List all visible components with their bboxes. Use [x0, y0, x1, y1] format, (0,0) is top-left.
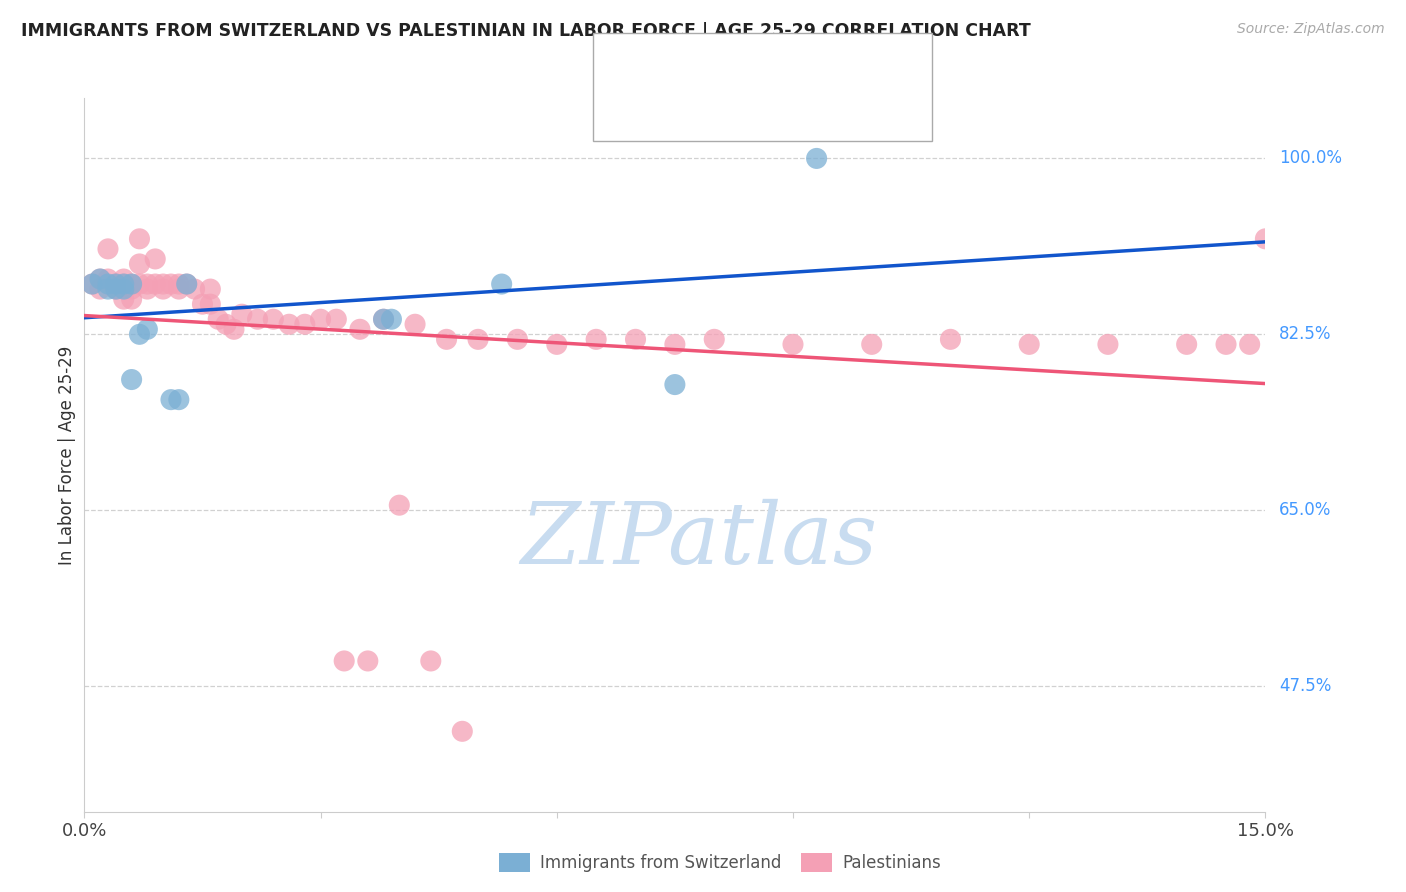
Point	[176, 277, 198, 291]
Point	[939, 332, 962, 346]
Point	[97, 242, 120, 256]
Point	[128, 327, 150, 342]
Point	[136, 277, 159, 291]
Point	[1254, 232, 1277, 246]
Text: R = -0.195   N = 65: R = -0.195 N = 65	[650, 104, 873, 124]
Point	[128, 232, 150, 246]
Point	[357, 654, 380, 668]
Point	[121, 292, 143, 306]
Point	[167, 282, 190, 296]
Point	[585, 332, 607, 346]
Point	[703, 332, 725, 346]
Text: 100.0%: 100.0%	[1279, 150, 1343, 168]
Text: ZIPatlas: ZIPatlas	[520, 500, 877, 582]
Point	[104, 277, 127, 291]
Point	[1239, 337, 1261, 351]
Point	[136, 322, 159, 336]
Point	[782, 337, 804, 351]
Point	[806, 152, 828, 166]
Text: Palestinians: Palestinians	[842, 854, 941, 871]
Point	[89, 282, 111, 296]
Point	[222, 322, 245, 336]
Y-axis label: In Labor Force | Age 25-29: In Labor Force | Age 25-29	[58, 345, 76, 565]
Point	[97, 282, 120, 296]
Point	[1215, 337, 1237, 351]
Point	[191, 297, 214, 311]
Point	[664, 337, 686, 351]
Point	[104, 282, 127, 296]
Point	[143, 277, 166, 291]
Point	[176, 277, 198, 291]
Point	[419, 654, 441, 668]
Point	[89, 272, 111, 286]
Point	[388, 498, 411, 512]
Point	[89, 272, 111, 286]
Point	[294, 318, 316, 332]
Point	[404, 318, 426, 332]
Point	[143, 252, 166, 266]
Point	[436, 332, 458, 346]
Point	[104, 282, 127, 296]
Point	[152, 277, 174, 291]
Point	[246, 312, 269, 326]
Text: 47.5%: 47.5%	[1279, 677, 1331, 695]
Point	[467, 332, 489, 346]
Point	[349, 322, 371, 336]
Point	[160, 392, 183, 407]
Text: R =  0.301   N = 20: R = 0.301 N = 20	[650, 62, 873, 81]
Point	[546, 337, 568, 351]
Text: Source: ZipAtlas.com: Source: ZipAtlas.com	[1237, 22, 1385, 37]
Point	[200, 297, 222, 311]
Point	[112, 277, 135, 291]
Point	[112, 282, 135, 296]
Point	[112, 277, 135, 291]
Point	[380, 312, 402, 326]
Point	[373, 312, 395, 326]
Point	[82, 277, 104, 291]
Point	[333, 654, 356, 668]
Point	[104, 277, 127, 291]
Point	[1097, 337, 1119, 351]
Point	[624, 332, 647, 346]
Point	[167, 277, 190, 291]
Text: 82.5%: 82.5%	[1279, 326, 1331, 343]
Point	[278, 318, 301, 332]
Point	[160, 277, 183, 291]
Point	[506, 332, 529, 346]
Point	[128, 277, 150, 291]
Point	[373, 312, 395, 326]
Point	[231, 307, 253, 321]
Point	[309, 312, 332, 326]
Point	[1175, 337, 1198, 351]
Point	[136, 282, 159, 296]
Point	[1018, 337, 1040, 351]
Point	[262, 312, 284, 326]
Text: 65.0%: 65.0%	[1279, 501, 1331, 519]
Point	[152, 282, 174, 296]
Point	[215, 318, 238, 332]
Point	[121, 282, 143, 296]
Point	[451, 724, 474, 739]
Point	[664, 377, 686, 392]
Point	[167, 392, 190, 407]
Point	[491, 277, 513, 291]
Text: IMMIGRANTS FROM SWITZERLAND VS PALESTINIAN IN LABOR FORCE | AGE 25-29 CORRELATIO: IMMIGRANTS FROM SWITZERLAND VS PALESTINI…	[21, 22, 1031, 40]
Text: Immigrants from Switzerland: Immigrants from Switzerland	[540, 854, 782, 871]
Point	[325, 312, 347, 326]
Point	[97, 272, 120, 286]
Point	[121, 372, 143, 386]
Point	[97, 277, 120, 291]
Point	[112, 272, 135, 286]
Point	[128, 257, 150, 271]
Point	[200, 282, 222, 296]
Point	[183, 282, 205, 296]
Point	[112, 292, 135, 306]
Point	[82, 277, 104, 291]
Point	[121, 277, 143, 291]
Point	[860, 337, 883, 351]
Point	[121, 277, 143, 291]
Point	[207, 312, 229, 326]
